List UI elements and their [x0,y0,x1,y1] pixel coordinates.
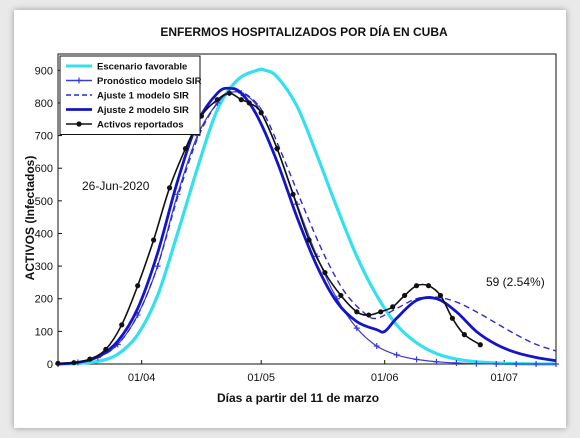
chart-title: ENFERMOS HOSPITALIZADOS POR DÍA EN CUBA [160,24,448,39]
series-point [246,100,252,106]
series-point [354,309,360,315]
final-value-annotation: 59 (2.54%) [486,275,545,289]
series-point [449,315,456,321]
series-point [238,97,244,103]
y-tick-label: 500 [35,196,53,208]
legend-label: Escenario favorable [97,62,187,73]
series-point [274,146,280,152]
series-point [473,360,480,367]
series-4 [55,90,483,366]
series-line [57,86,557,366]
series-point [166,185,173,191]
series-point [182,146,189,152]
y-tick-label: 600 [35,163,53,175]
axis-ticks: 0 100 200 300 400 500 600 700 800 900 01/04 01/05 01… [35,65,518,384]
series-point [425,283,432,289]
hospitalized-chart: ENFERMOS HOSPITALIZADOS POR DÍA EN CUBA … [23,24,559,405]
plot-area [57,53,557,365]
legend-label: Ajuste 1 modelo SIR [97,91,189,102]
series-point [258,110,264,116]
series-point [513,361,520,367]
series-point [461,332,467,338]
series-2 [57,90,557,365]
series-point [390,304,396,310]
legend-label: Ajuste 2 modelo SIR [97,105,189,116]
series-point [413,283,420,289]
series-point [71,360,77,366]
series-point [226,90,232,96]
series-line [57,90,557,365]
series-point [338,292,344,299]
series-point [533,361,540,367]
legend: Escenario favorable Pronóstico modelo SIR… [59,55,202,135]
series-point [322,270,328,276]
series-point [135,283,141,289]
legend-marker [76,121,82,127]
series-point [87,356,93,362]
y-tick-label: 900 [35,65,53,77]
series-point [493,361,500,367]
y-tick-label: 0 [47,359,53,371]
x-tick-label: 01/07 [490,372,518,384]
x-tick-label: 01/04 [128,372,156,384]
series-point [393,351,400,358]
series-point [553,361,559,367]
series-point [402,292,408,299]
legend-marker [76,77,82,84]
series-point [214,97,220,103]
y-tick-label: 300 [35,261,53,273]
series-point [119,322,125,328]
series-layer [55,67,559,367]
legend-label: Activos reportados [97,120,184,131]
series-point [373,343,380,350]
y-axis-label: ACTIVOS (Infectados) [23,156,37,281]
y-tick-label: 700 [35,131,53,143]
legend-label: Pronóstico modelo SIR [97,76,202,87]
series-point [453,360,460,367]
series-point [151,237,157,243]
series-point [378,309,384,315]
y-tick-label: 800 [35,98,53,110]
chart-frame: ENFERMOS HOSPITALIZADOS POR DÍA EN CUBA … [14,10,566,428]
series-line [57,67,557,366]
series-point [290,191,296,197]
x-tick-label: 01/05 [247,372,275,384]
series-point [353,325,360,332]
y-tick-label: 100 [35,326,53,338]
series-3 [57,86,557,366]
series-point [306,237,312,243]
series-point [55,360,61,366]
series-point [103,346,109,352]
x-axis-label: Días a partir del 11 de marzo [217,391,379,405]
y-tick-label: 400 [35,228,53,240]
series-point [477,342,483,348]
series-point [413,356,420,363]
series-point [433,358,440,365]
date-annotation: 26-Jun-2020 [82,179,150,193]
series-point [366,312,372,318]
x-tick-label: 01/06 [371,372,399,384]
y-tick-label: 200 [35,294,53,306]
series-0 [57,67,557,366]
series-point [437,292,444,299]
